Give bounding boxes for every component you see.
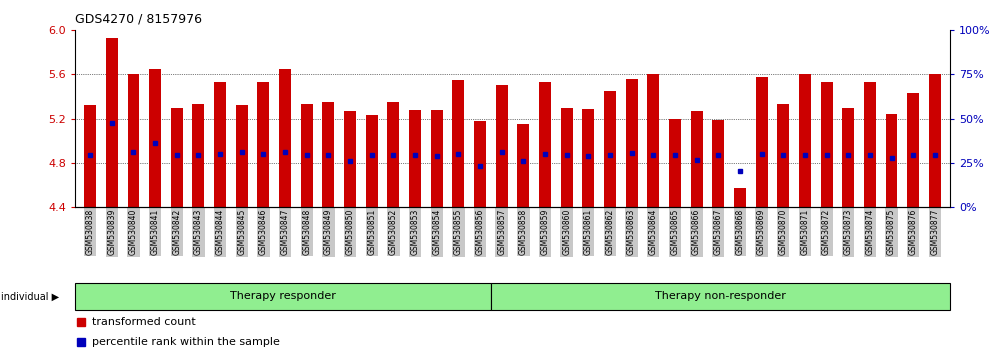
Bar xyxy=(604,91,616,207)
Bar xyxy=(691,111,703,207)
Bar xyxy=(171,108,183,207)
Bar xyxy=(387,102,399,207)
Bar xyxy=(192,104,204,207)
Bar xyxy=(452,80,464,207)
Bar xyxy=(582,109,594,207)
Bar xyxy=(344,111,356,207)
Bar xyxy=(647,74,659,207)
Bar xyxy=(75,283,491,310)
Bar xyxy=(431,110,443,207)
Bar xyxy=(626,79,638,207)
Bar xyxy=(907,93,919,207)
Bar xyxy=(128,74,139,207)
Bar xyxy=(257,82,269,207)
Bar xyxy=(756,76,768,207)
Bar xyxy=(539,82,551,207)
Bar xyxy=(886,114,897,207)
Bar xyxy=(409,110,421,207)
Bar xyxy=(712,120,724,207)
Bar xyxy=(799,74,811,207)
Text: GDS4270 / 8157976: GDS4270 / 8157976 xyxy=(75,12,202,25)
Bar xyxy=(474,121,486,207)
Bar xyxy=(734,188,746,207)
Bar xyxy=(279,69,291,207)
Bar xyxy=(496,85,508,207)
Text: individual ▶: individual ▶ xyxy=(1,291,59,302)
Bar xyxy=(84,105,96,207)
Bar xyxy=(517,124,529,207)
Text: transformed count: transformed count xyxy=(92,317,196,327)
Bar xyxy=(236,105,248,207)
Text: Therapy responder: Therapy responder xyxy=(230,291,336,302)
Bar xyxy=(669,119,681,207)
Text: Therapy non-responder: Therapy non-responder xyxy=(655,291,786,302)
Bar xyxy=(777,104,789,207)
Bar xyxy=(842,108,854,207)
Bar xyxy=(821,82,833,207)
Bar xyxy=(929,74,941,207)
Bar xyxy=(149,69,161,207)
Bar xyxy=(864,82,876,207)
Bar xyxy=(322,102,334,207)
Text: percentile rank within the sample: percentile rank within the sample xyxy=(92,337,280,347)
Bar xyxy=(214,82,226,207)
Bar xyxy=(366,115,378,207)
Bar xyxy=(491,283,950,310)
Bar xyxy=(561,108,573,207)
Bar xyxy=(301,104,313,207)
Bar xyxy=(106,38,118,207)
